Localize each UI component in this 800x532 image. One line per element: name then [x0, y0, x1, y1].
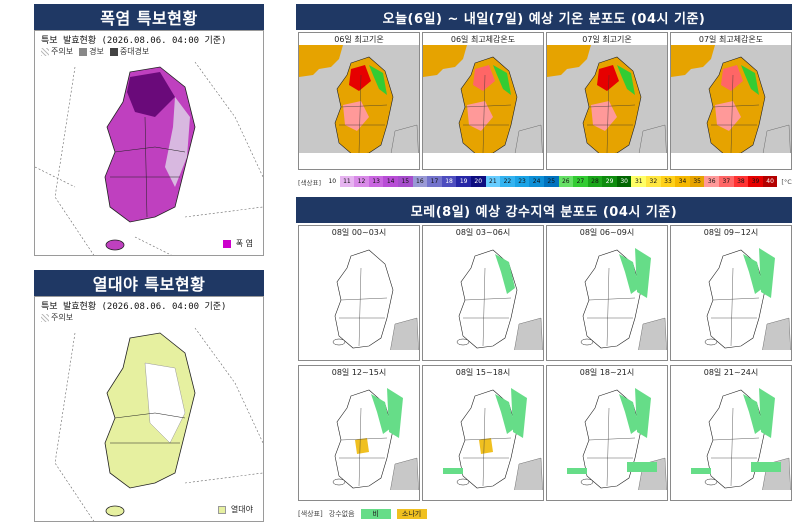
scale-cell: 38 — [733, 176, 749, 187]
rain-map-svg — [423, 378, 543, 490]
temp-map-4: 07일 최고체감온도 — [670, 32, 792, 170]
heat-wave-corner-legend: 폭 염 — [222, 238, 253, 249]
rain-legend-rain: 비 — [360, 509, 391, 519]
scale-cell: 39 — [748, 176, 763, 187]
temp-map-svg — [423, 45, 543, 153]
rain-map-svg — [299, 378, 419, 490]
legend-advisory: 주의보 — [41, 312, 73, 323]
scale-cell: 22 — [500, 176, 515, 187]
legend-advisory: 주의보 — [41, 46, 73, 57]
rain-map-caption: 08일 00~03시 — [299, 226, 419, 238]
scale-cell: 24 — [529, 176, 544, 187]
jeju-island — [105, 239, 125, 251]
scale-cell: 33 — [660, 176, 676, 187]
rain-map-caption: 08일 18~21시 — [547, 366, 667, 378]
scale-cell: 17 — [427, 176, 442, 187]
scale-cell: 29 — [602, 176, 617, 187]
scale-unit: [°C] — [781, 177, 792, 186]
temp-map-svg — [547, 45, 667, 153]
rain-map-5: 08일 12~15시 — [298, 365, 420, 501]
heat-wave-map — [35, 61, 263, 255]
legend-warning: 경보 — [79, 46, 104, 57]
rain-legend-title: 강수없음 — [328, 510, 355, 518]
korea-peninsula — [104, 66, 196, 223]
scale-cell: 19 — [456, 176, 471, 187]
legend-severe: 중대경보 — [109, 46, 149, 57]
scale-cell: 32 — [646, 176, 661, 187]
rain-map-8: 08일 21~24시 — [670, 365, 792, 501]
rain-map-svg — [423, 238, 543, 350]
rain-map-svg — [547, 238, 667, 350]
scale-cell: 21 — [485, 176, 501, 187]
scale-cell: 15 — [397, 176, 413, 187]
scale-cell: 34 — [675, 176, 690, 187]
heat-wave-panel: 특보 발효현황 (2026.08.06. 04:00 기준) 주의보 경보 중대… — [34, 30, 264, 256]
scale-cell: 12 — [354, 176, 369, 187]
scale-label: [색상표] — [298, 178, 322, 187]
scale-cell: 28 — [587, 176, 603, 187]
rain-map-svg — [671, 238, 791, 350]
rain-map-2: 08일 03~06시 — [422, 225, 544, 361]
rain-map-6: 08일 15~18시 — [422, 365, 544, 501]
tropical-night-panel: 특보 발효현황 (2026.08.06. 04:00 기준) 주의보 열대야 — [34, 296, 264, 522]
temp-map-1: 06일 최고기온 — [298, 32, 420, 170]
scale-cell: 23 — [514, 176, 530, 187]
rain-map-caption: 08일 15~18시 — [423, 366, 543, 378]
scale-cell: 30 — [616, 176, 632, 187]
scale-cell: 11 — [339, 176, 355, 187]
scale-cell: 16 — [412, 176, 428, 187]
rain-map-caption: 08일 03~06시 — [423, 226, 543, 238]
tropical-night-map — [54, 327, 263, 521]
scale-cell: 26 — [558, 176, 574, 187]
temp-map-caption: 07일 최고기온 — [547, 33, 667, 45]
scale-cell: 25 — [543, 176, 559, 187]
temp-color-scale: [색상표] 10 11 12 13 14 15 16 17 18 19 20 21 22 23 24 25 26… — [298, 176, 792, 187]
rain-map-caption: 08일 12~15시 — [299, 366, 419, 378]
scale-cell: 37 — [719, 176, 734, 187]
rain-map-7: 08일 18~21시 — [546, 365, 668, 501]
temp-map-svg — [299, 45, 419, 153]
temp-forecast-panel: 06일 최고기온 06일 최고체감온도 07일 최고기온 — [296, 30, 792, 190]
temp-map-2: 06일 최고체감온도 — [422, 32, 544, 170]
temp-map-caption: 06일 최고체감온도 — [423, 33, 543, 45]
rain-forecast-panel: 08일 00~03시 08일 03~06시 08일 06~09시 08일 09~… — [296, 223, 792, 528]
heat-wave-issued: 특보 발효현황 (2026.08.06. 04:00 기준) — [41, 36, 227, 46]
rain-map-1: 08일 00~03시 — [298, 225, 420, 361]
rain-map-caption: 08일 21~24시 — [671, 366, 791, 378]
rain-map-svg — [299, 238, 419, 350]
scale-cell: 35 — [689, 176, 705, 187]
tropical-night-corner-legend: 열대야 — [217, 504, 253, 515]
tropical-night-issued: 특보 발효현황 (2026.08.06. 04:00 기준) — [41, 302, 227, 312]
scale-cell: 14 — [383, 176, 398, 187]
temp-map-3: 07일 최고기온 — [546, 32, 668, 170]
temp-map-caption: 06일 최고기온 — [299, 33, 419, 45]
temp-map-svg — [671, 45, 791, 153]
scale-cell: 31 — [631, 176, 647, 187]
scale-cell: 10 — [325, 176, 340, 187]
scale-cell: 18 — [441, 176, 457, 187]
rain-legend-shower: 소나기 — [396, 509, 427, 519]
tropical-night-title: 열대야 특보현황 — [34, 270, 264, 296]
rain-legend-label: [색상표] — [298, 510, 323, 518]
rain-map-caption: 08일 09~12시 — [671, 226, 791, 238]
rain-legend: [색상표] 강수없음 비 소나기 — [298, 509, 427, 519]
rain-map-caption: 08일 06~09시 — [547, 226, 667, 238]
heat-wave-title: 폭염 특보현황 — [34, 4, 264, 30]
rain-map-svg — [547, 378, 667, 490]
heat-wave-legend: 주의보 경보 중대경보 — [41, 46, 149, 57]
jeju-island — [105, 505, 125, 517]
scale-cell: 36 — [704, 176, 720, 187]
rain-map-4: 08일 09~12시 — [670, 225, 792, 361]
scale-cell: 27 — [573, 176, 588, 187]
scale-cell: 40 — [762, 176, 778, 187]
scale-cell: 13 — [368, 176, 384, 187]
scale-cell: 20 — [470, 176, 486, 187]
rain-map-3: 08일 06~09시 — [546, 225, 668, 361]
temp-map-caption: 07일 최고체감온도 — [671, 33, 791, 45]
temp-forecast-title: 오늘(6일) ~ 내일(7일) 예상 기온 분포도 (04시 기준) — [296, 4, 792, 30]
tropical-night-legend: 주의보 — [41, 312, 73, 323]
rain-forecast-title: 모레(8일) 예상 강수지역 분포도 (04시 기준) — [296, 197, 792, 223]
rain-map-svg — [671, 378, 791, 490]
